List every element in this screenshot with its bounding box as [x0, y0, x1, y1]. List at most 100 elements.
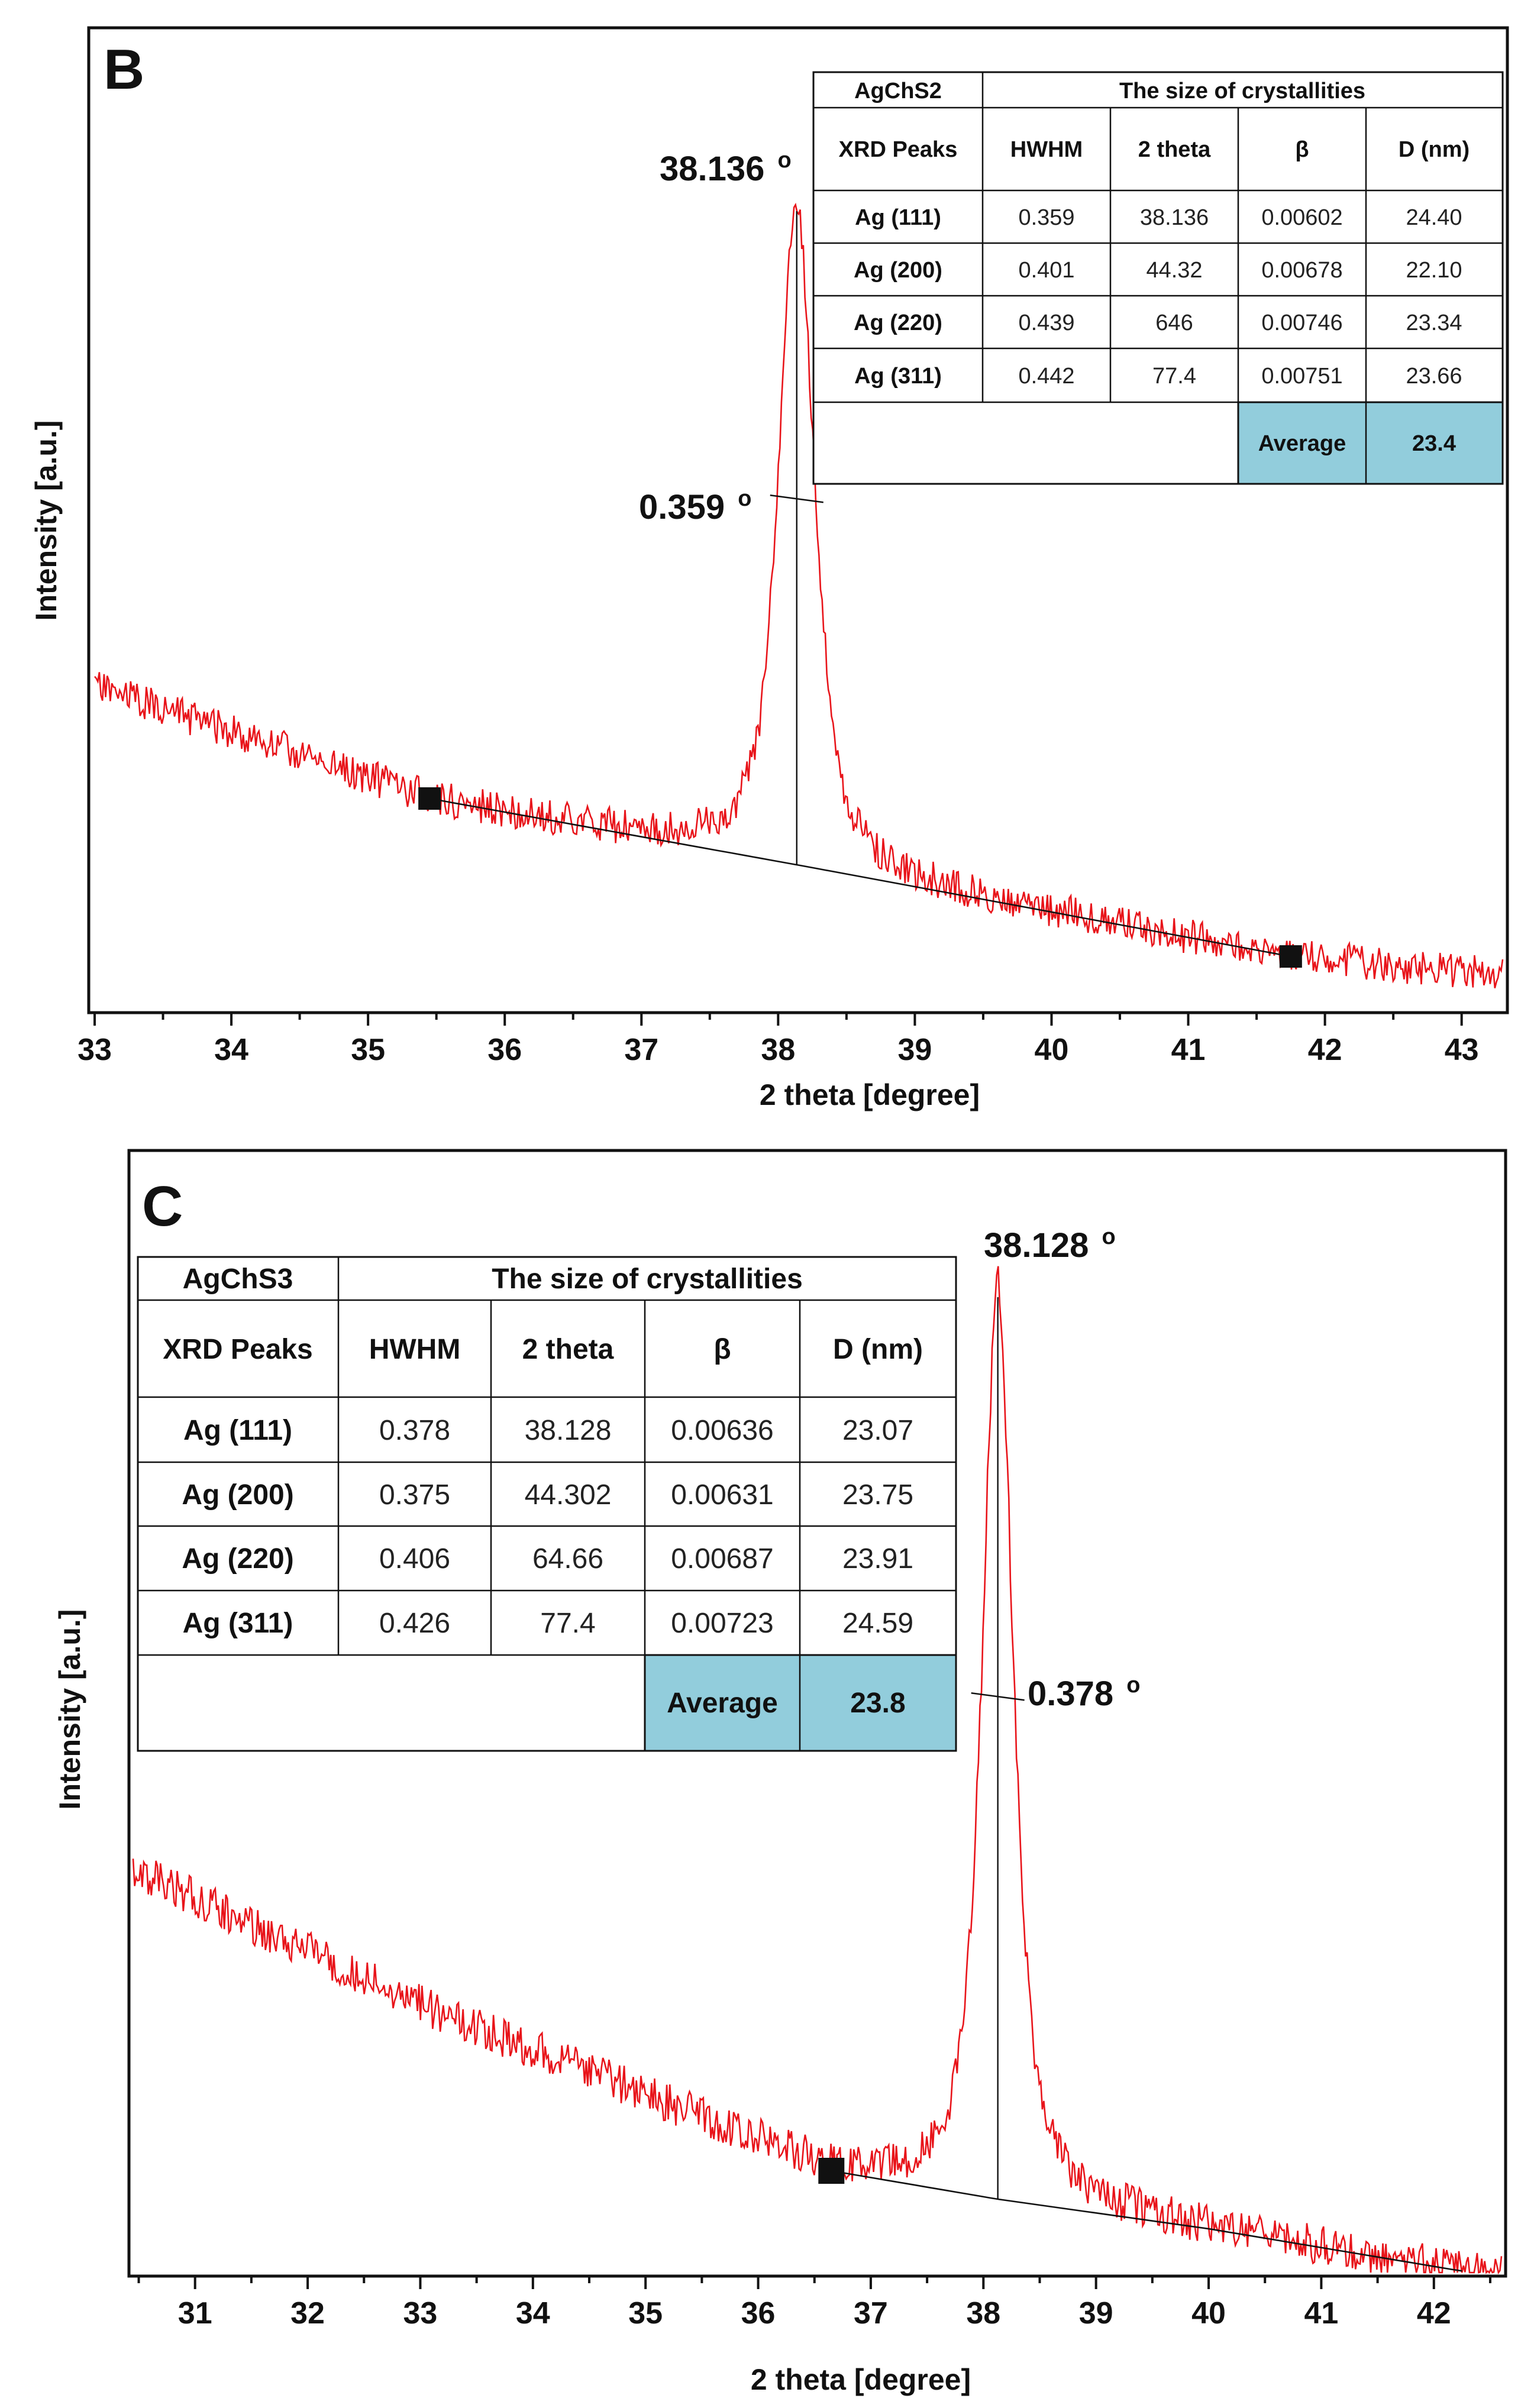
- xrd-trace-series: [132, 1266, 1503, 2275]
- panel-c-y-axis-title: Intensity [a.u.]: [53, 1609, 86, 1810]
- panel-b-average-cell: [1238, 402, 1503, 484]
- panel-b: B 33 34 35 36 37 38 39 40 41 42 43 38.136 o 0.359 …: [30, 26, 1509, 1111]
- svg-text:44.302: 44.302: [525, 1479, 612, 1511]
- svg-text:38.136: 38.136: [1140, 205, 1209, 230]
- svg-text:0.00687: 0.00687: [671, 1543, 774, 1575]
- panel-c-label: C: [142, 1175, 183, 1238]
- x-tick-label: 37: [854, 2296, 888, 2331]
- panel-b-table-row: Ag (111) 0.359 38.136 0.00602 24.40: [855, 205, 1462, 230]
- svg-text:Ag (111): Ag (111): [855, 205, 941, 230]
- panel-b-average-value: 23.4: [1412, 431, 1456, 456]
- panel-c-table-row: Ag (220) 0.406 64.66 0.00687 23.91: [182, 1543, 913, 1575]
- svg-text:24.40: 24.40: [1406, 205, 1462, 230]
- xrd-trace-series: [94, 202, 1504, 988]
- svg-text:0.00723: 0.00723: [671, 1608, 774, 1639]
- panel-c-col-2theta: 2 theta: [522, 1334, 614, 1365]
- svg-text:Ag (220): Ag (220): [854, 311, 942, 335]
- panel-b-fwhm-label: 0.359 o: [639, 486, 752, 526]
- x-tick-label: 42: [1417, 2296, 1451, 2331]
- svg-text:0.378: 0.378: [379, 1415, 450, 1446]
- svg-text:0.359: 0.359: [1018, 205, 1074, 230]
- baseline-anchor-marker: [418, 787, 441, 810]
- x-tick-label: 31: [178, 2296, 212, 2331]
- x-tick-label: 35: [351, 1033, 385, 1067]
- panel-c: C 31 32 33 34 35 36 37 38 39 40 41 42 38.128 o 0.37…: [53, 1149, 1507, 2396]
- fwhm-marker-line: [770, 494, 823, 503]
- x-tick-label: 38: [761, 1033, 795, 1067]
- svg-text:Ag (200): Ag (200): [854, 258, 942, 283]
- panel-c-trace-layer: [132, 1266, 1503, 2275]
- svg-text:0.00746: 0.00746: [1261, 311, 1342, 335]
- svg-text:Ag (311): Ag (311): [854, 364, 942, 389]
- svg-text:23.66: 23.66: [1406, 364, 1462, 389]
- baseline-anchor-marker: [1279, 945, 1302, 968]
- svg-text:0.375: 0.375: [379, 1479, 450, 1511]
- panel-c-average-value: 23.8: [850, 1688, 905, 1719]
- panel-b-group-header: The size of crystallities: [1119, 79, 1365, 104]
- panel-c-crystallite-table: AgChS3 The size of crystallities XRD Pea…: [137, 1256, 957, 1752]
- panel-c-sample-name: AgChS3: [183, 1263, 293, 1295]
- panel-b-peak-position-label: 38.136 o: [660, 148, 792, 188]
- panel-b-table-row: Ag (311) 0.442 77.4 0.00751 23.66: [854, 364, 1462, 389]
- x-tick-label: 41: [1304, 2296, 1338, 2331]
- svg-text:44.32: 44.32: [1146, 258, 1202, 283]
- panel-c-col-xrd-peaks: XRD Peaks: [163, 1334, 312, 1365]
- panel-c-peak-position-label: 38.128 o: [984, 1224, 1116, 1265]
- svg-text:22.10: 22.10: [1406, 258, 1462, 283]
- svg-text:24.59: 24.59: [842, 1608, 913, 1639]
- panel-c-col-beta: β: [713, 1334, 731, 1365]
- panel-b-trace-layer: [94, 202, 1504, 988]
- panel-c-table-row: Ag (311) 0.426 77.4 0.00723 24.59: [183, 1608, 913, 1639]
- svg-text:0.442: 0.442: [1018, 364, 1074, 389]
- x-tick-label: 35: [628, 2296, 663, 2331]
- x-tick-label: 36: [487, 1033, 522, 1067]
- panel-c-fwhm-label: 0.378 o: [1028, 1673, 1141, 1713]
- x-tick-label: 32: [290, 2296, 325, 2331]
- panel-c-peak-annotation: 38.128 o 0.378 o: [984, 1224, 1141, 1713]
- svg-text:0.00631: 0.00631: [671, 1479, 774, 1511]
- panel-b-col-beta: β: [1295, 137, 1309, 162]
- svg-text:0.439: 0.439: [1018, 311, 1074, 335]
- baseline-fit-line: [831, 2170, 1462, 2272]
- x-tick-label: 34: [516, 2296, 550, 2331]
- svg-text:77.4: 77.4: [540, 1608, 595, 1639]
- x-tick-label: 39: [1079, 2296, 1113, 2331]
- panel-c-table-row: Ag (200) 0.375 44.302 0.00631 23.75: [182, 1479, 913, 1511]
- panel-c-group-header: The size of crystallities: [492, 1263, 803, 1295]
- svg-text:0.426: 0.426: [379, 1608, 450, 1639]
- x-tick-label: 34: [214, 1033, 248, 1067]
- svg-text:38.128: 38.128: [525, 1415, 612, 1446]
- x-tick-label: 40: [1191, 2296, 1226, 2331]
- panel-b-col-hwhm: HWHM: [1010, 137, 1083, 162]
- panel-b-y-axis-title: Intensity [a.u.]: [30, 421, 63, 621]
- x-tick-label: 42: [1308, 1033, 1342, 1067]
- svg-text:Ag (200): Ag (200): [182, 1479, 293, 1511]
- panel-b-table-row: Ag (220) 0.439 646 0.00746 23.34: [854, 311, 1462, 335]
- svg-text:646: 646: [1155, 311, 1193, 335]
- x-tick-label: 36: [741, 2296, 776, 2331]
- x-tick-label: 38: [966, 2296, 1000, 2331]
- panel-b-col-d: D (nm): [1399, 137, 1470, 162]
- svg-text:23.34: 23.34: [1406, 311, 1462, 335]
- svg-text:0.00636: 0.00636: [671, 1415, 774, 1446]
- x-tick-label: 37: [624, 1033, 658, 1067]
- panel-b-table-row: Ag (200) 0.401 44.32 0.00678 22.10: [854, 258, 1462, 283]
- svg-text:0.00678: 0.00678: [1261, 258, 1342, 283]
- svg-text:77.4: 77.4: [1152, 364, 1196, 389]
- x-tick-label: 33: [403, 2296, 438, 2331]
- panel-c-col-hwhm: HWHM: [369, 1334, 461, 1365]
- panel-c-x-axis-title: 2 theta [degree]: [751, 2363, 971, 2396]
- x-tick-label: 43: [1445, 1033, 1479, 1067]
- panel-b-x-axis-title: 2 theta [degree]: [760, 1078, 980, 1111]
- baseline-anchor-marker: [818, 2158, 845, 2184]
- panel-b-sample-name: AgChS2: [854, 79, 942, 104]
- panel-c-x-axis: 31 32 33 34 35 36 37 38 39 40 41 42: [137, 2276, 1491, 2331]
- panel-b-col-xrd-peaks: XRD Peaks: [839, 137, 958, 162]
- svg-text:Ag (111): Ag (111): [183, 1415, 292, 1446]
- svg-text:23.07: 23.07: [842, 1415, 913, 1446]
- panel-b-average-label: Average: [1258, 431, 1346, 456]
- svg-text:0.406: 0.406: [379, 1543, 450, 1575]
- svg-text:0.00602: 0.00602: [1261, 205, 1342, 230]
- panel-b-peak-annotation: 38.136 o 0.359 o: [639, 148, 792, 526]
